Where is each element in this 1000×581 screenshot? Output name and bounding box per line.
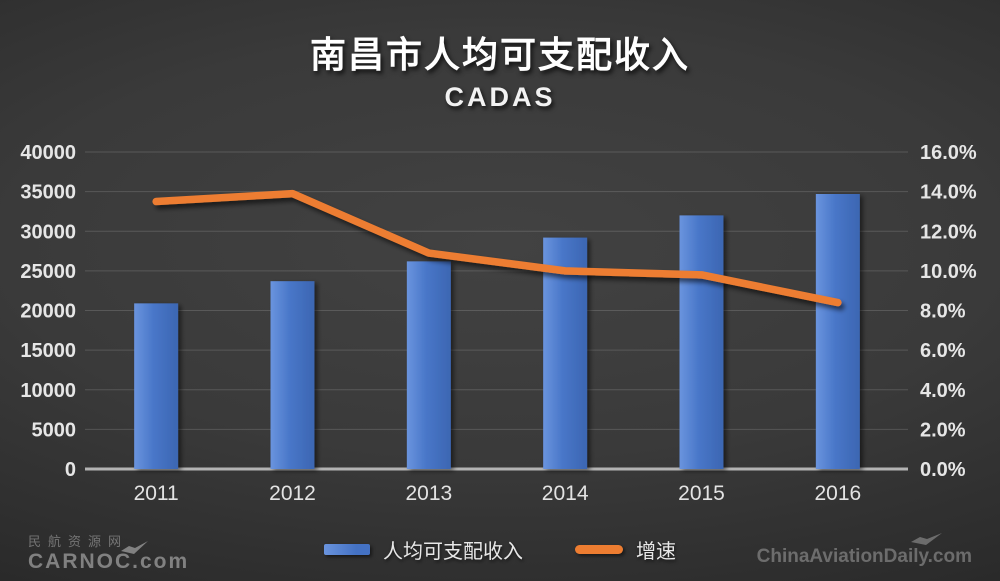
x-tick-label-2011: 2011 <box>134 482 179 505</box>
x-tick-label-2013: 2013 <box>405 482 452 505</box>
x-tick-label-2015: 2015 <box>678 482 725 505</box>
y-right-tick-label: 8.0% <box>920 301 966 323</box>
legend-label-income: 人均可支配收入 <box>383 541 523 563</box>
bar-series <box>134 194 860 469</box>
y-right-tick-label: 2.0% <box>920 419 966 441</box>
y-axis-left-labels: 0 5000 10000 15000 20000 25000 30000 35000 40000 <box>20 142 76 481</box>
y-left-tick-label: 10000 <box>20 380 76 402</box>
watermark-carnoc-url: CARNOC.com <box>28 541 189 574</box>
line-swatch-icon <box>575 545 623 554</box>
y-right-tick-label: 16.0% <box>920 142 977 164</box>
legend-item-growth[interactable]: 增速 <box>575 535 676 564</box>
watermark-carnoc-chinese: 民航资源网 <box>28 534 129 549</box>
legend-label-growth: 增速 <box>636 541 676 563</box>
cad-bird-icon <box>911 533 942 545</box>
bar-2014[interactable] <box>543 237 588 469</box>
chart-subtitle: CADAS <box>444 82 556 112</box>
y-right-tick-label: 12.0% <box>920 221 977 243</box>
growth-line[interactable] <box>152 189 842 307</box>
y-left-tick-label: 35000 <box>20 182 76 204</box>
x-tick-label-2016: 2016 <box>814 482 861 505</box>
y-left-tick-label: 15000 <box>20 340 76 362</box>
y-left-tick-label: 25000 <box>20 261 76 283</box>
carnoc-plane-icon <box>121 541 148 554</box>
y-right-tick-label: 14.0% <box>920 182 977 204</box>
bar-2015[interactable] <box>679 215 724 469</box>
bar-2012[interactable] <box>270 281 315 469</box>
y-right-tick-label: 6.0% <box>920 340 966 362</box>
y-right-tick-label: 10.0% <box>920 261 977 283</box>
y-left-tick-label: 0 <box>65 459 76 481</box>
chart-title: 南昌市人均可支配收入 <box>309 34 690 75</box>
bar-2016[interactable] <box>815 194 860 469</box>
y-left-tick-label: 30000 <box>20 221 76 243</box>
legend-item-income[interactable]: 人均可支配收入 <box>324 535 523 564</box>
gridlines <box>85 151 908 471</box>
x-axis-labels: 2011 2012 2013 2014 2015 2016 <box>134 482 862 505</box>
bar-2013[interactable] <box>406 261 451 469</box>
bar-2011[interactable] <box>134 303 179 469</box>
y-right-tick-label: 4.0% <box>920 380 966 402</box>
watermark-cad: ChinaAviationDaily.com <box>756 533 972 568</box>
x-tick-label-2012: 2012 <box>269 482 316 505</box>
bar-swatch-icon <box>324 544 370 555</box>
y-left-tick-label: 40000 <box>20 142 76 164</box>
y-left-tick-label: 20000 <box>20 301 76 323</box>
y-left-tick-label: 5000 <box>32 419 77 441</box>
y-right-tick-label: 0.0% <box>920 459 966 481</box>
legend: 人均可支配收入 增速 <box>0 535 1000 564</box>
watermark-cad-url: ChinaAviationDaily.com <box>756 546 972 567</box>
watermark-carnoc: 民航资源网 CARNOC.com <box>28 531 189 574</box>
line-series <box>152 189 842 307</box>
y-axis-right-labels: 0.0% 2.0% 4.0% 6.0% 8.0% 10.0% 12.0% 14.0% 16.0% <box>920 142 977 481</box>
x-tick-label-2014: 2014 <box>542 482 589 505</box>
